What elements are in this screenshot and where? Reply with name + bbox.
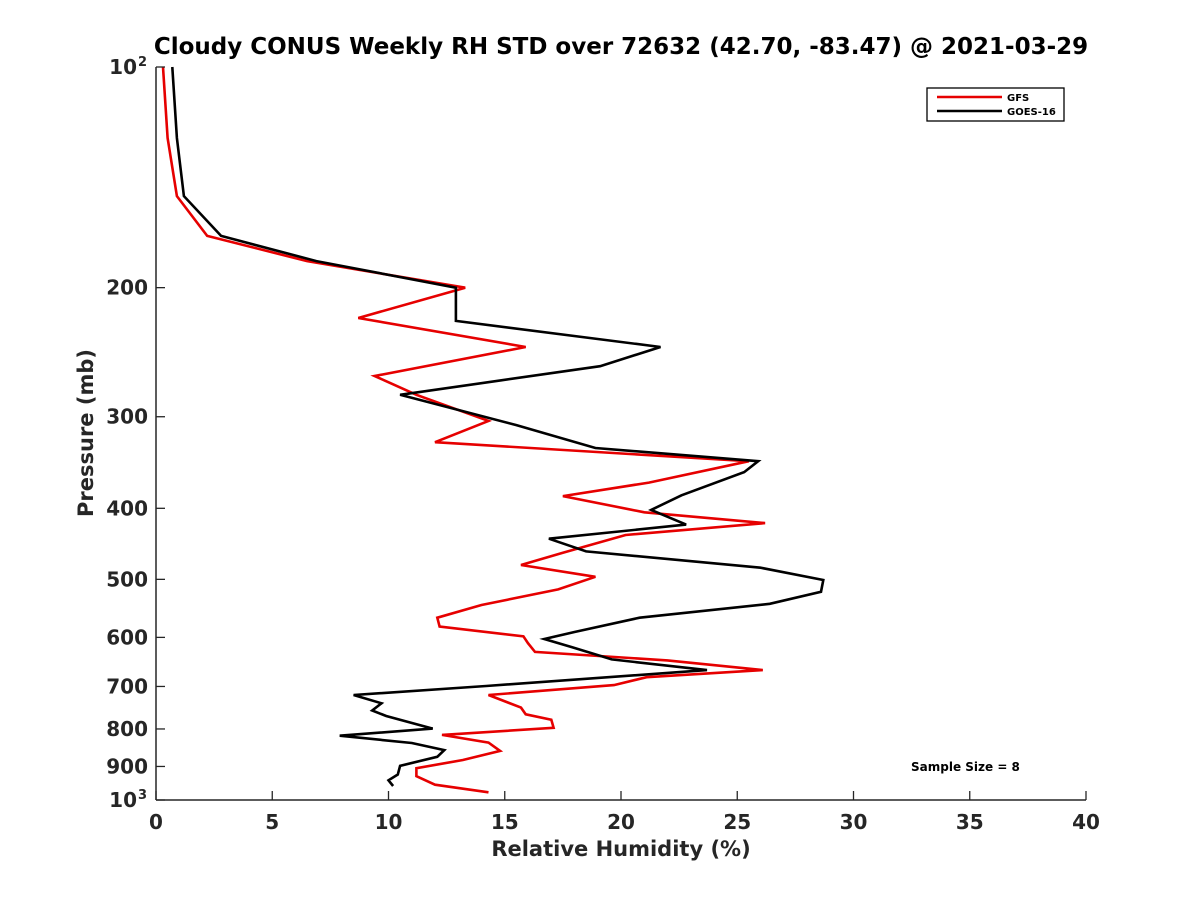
y-tick-exponent: 3 bbox=[138, 788, 147, 803]
x-ticks: 0 5 10 15 20 25 30 35 40 bbox=[149, 791, 1100, 834]
y-tick-label: 300 bbox=[106, 405, 148, 429]
y-tick-label: 800 bbox=[106, 717, 148, 741]
y-tick-label: 10 2 bbox=[109, 55, 147, 79]
y-tick-base: 10 bbox=[109, 788, 137, 812]
y-tick-label: 600 bbox=[106, 625, 148, 649]
x-tick-label: 20 bbox=[607, 810, 635, 834]
series-line-gfs bbox=[161, 66, 766, 794]
x-tick-label: 35 bbox=[956, 810, 984, 834]
y-tick-label: 700 bbox=[106, 674, 148, 698]
legend-label-gfs: GFS bbox=[1007, 93, 1029, 104]
y-tick-label: 200 bbox=[106, 276, 148, 300]
y-axis-label: Pressure (mb) bbox=[74, 349, 98, 517]
y-tick-label: 400 bbox=[106, 496, 148, 520]
legend: GFS GOES-16 bbox=[926, 87, 1065, 122]
plot-background bbox=[156, 67, 1086, 800]
x-axis-label: Relative Humidity (%) bbox=[491, 837, 750, 861]
chart-title: Cloudy CONUS Weekly RH STD over 72632 (4… bbox=[154, 34, 1088, 60]
sample-size-annotation: Sample Size = 8 bbox=[911, 760, 1020, 774]
y-tick-label: 10 3 bbox=[109, 788, 147, 812]
legend-label-goes-16: GOES-16 bbox=[1007, 107, 1056, 118]
plot-area: 0 5 10 15 20 25 30 35 40 10 220030040050060070080… bbox=[106, 55, 1100, 834]
legend-box bbox=[926, 87, 1065, 122]
x-tick-label: 25 bbox=[723, 810, 751, 834]
series-line-goes-16 bbox=[171, 66, 825, 787]
x-tick-label: 30 bbox=[840, 810, 868, 834]
x-tick-label: 0 bbox=[149, 810, 163, 834]
series-layer bbox=[161, 66, 825, 794]
y-tick-label: 900 bbox=[106, 754, 148, 778]
x-tick-label: 15 bbox=[491, 810, 519, 834]
x-tick-label: 10 bbox=[375, 810, 403, 834]
y-tick-label: 500 bbox=[106, 567, 148, 591]
x-tick-label: 5 bbox=[265, 810, 279, 834]
x-tick-label: 40 bbox=[1072, 810, 1100, 834]
y-tick-exponent: 2 bbox=[138, 55, 147, 70]
y-tick-base: 10 bbox=[109, 55, 137, 79]
